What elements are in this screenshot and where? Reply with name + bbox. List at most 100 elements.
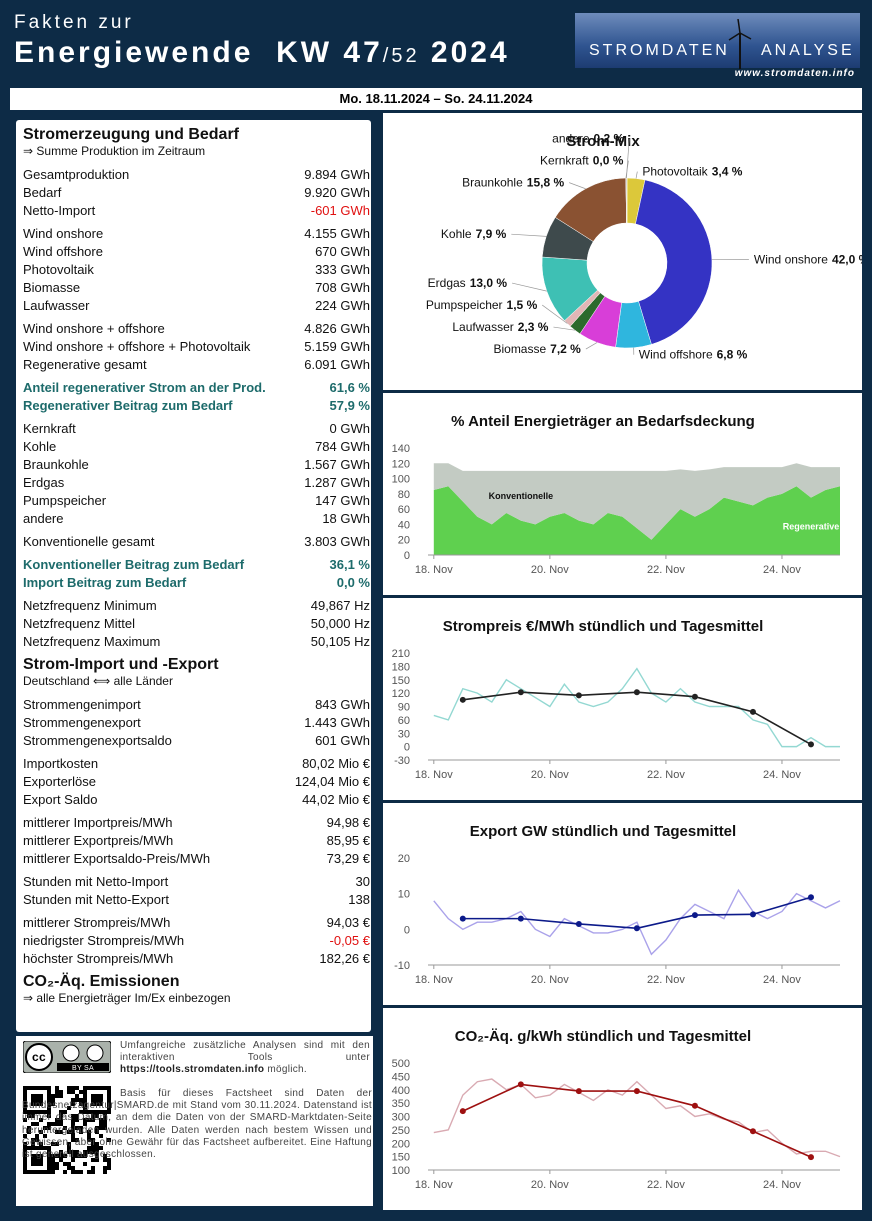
stat-value: 0,0 % <box>336 575 370 590</box>
y-tick-label: 100 <box>392 1165 410 1177</box>
qr-cell <box>75 1118 79 1122</box>
stat-value: 44,02 Mio € <box>302 792 370 807</box>
qr-cell <box>67 1146 71 1150</box>
leader-line <box>553 326 575 331</box>
leader-line <box>569 182 586 190</box>
mean-marker <box>575 1088 582 1095</box>
chart-price: Strompreis €/MWh stündlich und Tagesmitt… <box>383 598 862 800</box>
pie-label: Erdgas 13,0 % <box>428 276 508 290</box>
qr-cell <box>99 1118 103 1122</box>
qr-cell <box>51 1142 55 1146</box>
stat-row: Erdgas 1.287 GWh <box>23 474 370 492</box>
qr-cell <box>99 1134 103 1138</box>
footer-text2-body: Basis für dieses Factsheet sind Daten de… <box>22 1088 372 1161</box>
y-tick-label: 20 <box>398 535 410 547</box>
stat-value: 49,867 Hz <box>310 598 370 613</box>
qr-cell <box>71 1170 75 1174</box>
stat-row: Konventionelle gesamt 3.803 GWh <box>23 533 370 551</box>
footer-link[interactable]: https://tools.stromdaten.info <box>120 1064 265 1076</box>
qr-cell <box>103 1170 107 1174</box>
pie-label-value: 0,0 % <box>593 154 624 168</box>
qr-cell <box>91 1166 95 1170</box>
mean-marker <box>691 693 698 700</box>
mean-marker <box>459 696 466 703</box>
x-tick-label: 24. Nov <box>763 1179 801 1191</box>
stat-row: Import Beitrag zum Bedarf 0,0 % <box>23 574 370 592</box>
qr-cell <box>63 1154 67 1158</box>
qr-cell <box>67 1130 71 1134</box>
stat-label: Konventioneller Beitrag zum Bedarf <box>23 557 245 572</box>
stat-label: Biomasse <box>23 280 81 295</box>
y-tick-label: 60 <box>398 715 410 727</box>
qr-cell <box>71 1086 75 1090</box>
stat-value: 57,9 % <box>329 398 370 413</box>
stat-value: 9.894 GWh <box>304 167 370 182</box>
qr-cell <box>95 1130 99 1134</box>
pie-label: Kernkraft 0,0 % <box>540 154 624 168</box>
qr-cell <box>59 1118 63 1122</box>
pie-label-value: 3,4 % <box>712 165 743 179</box>
qr-cell <box>55 1118 59 1122</box>
qr-cell <box>83 1150 87 1154</box>
stat-row: Kernkraft 0 GWh <box>23 420 370 438</box>
qr-cell <box>31 1142 35 1146</box>
stat-label: mittlerer Strompreis/MWh <box>23 915 171 930</box>
qr-cell <box>87 1138 91 1142</box>
y-tick-label: 120 <box>392 458 410 470</box>
pie-label-value: 13,0 % <box>470 276 508 290</box>
mean-marker <box>749 1128 756 1135</box>
mean-marker <box>807 894 814 901</box>
mean-marker <box>633 925 640 932</box>
qr-finder-core <box>91 1094 103 1106</box>
x-tick-label: 18. Nov <box>415 974 453 986</box>
qr-cell <box>51 1094 55 1098</box>
qr-cell <box>103 1118 107 1122</box>
qr-cell <box>95 1114 99 1118</box>
stat-label: Bedarf <box>23 185 62 200</box>
stat-row: höchster Strompreis/MWh 182,26 € <box>23 950 370 968</box>
mean-marker <box>517 1081 524 1088</box>
stat-label: Importkosten <box>23 756 99 771</box>
qr-cell <box>27 1126 31 1130</box>
qr-code <box>23 1086 111 1174</box>
qr-cell <box>107 1166 111 1170</box>
y-tick-label: 100 <box>392 474 410 486</box>
stat-label: mittlerer Exportsaldo-Preis/MWh <box>23 851 211 866</box>
stat-value: 124,04 Mio € <box>294 774 370 789</box>
mean-marker <box>807 741 814 748</box>
stat-value: 0 GWh <box>329 421 370 436</box>
qr-cell <box>59 1130 63 1134</box>
section-subtitle: Deutschland ⟺ alle Länder <box>23 674 173 688</box>
stat-value: 224 GWh <box>315 298 370 313</box>
pie-label: Photovoltaik 3,4 % <box>642 165 742 179</box>
qr-cell <box>51 1158 55 1162</box>
qr-cell <box>83 1122 87 1126</box>
pie-label-name: Braunkohle <box>462 176 523 190</box>
qr-cell <box>95 1158 99 1162</box>
qr-cell <box>99 1126 103 1130</box>
stat-value: 182,26 € <box>319 951 370 966</box>
line <box>462 691 812 746</box>
stat-label: Regenerative gesamt <box>23 357 147 372</box>
qr-cell <box>63 1162 67 1166</box>
qr-cell <box>83 1162 87 1166</box>
pie-label-value: 42,0 % <box>832 252 862 266</box>
pie-label: Wind onshore 42,0 % <box>754 252 862 266</box>
stat-label: mittlerer Exportpreis/MWh <box>23 833 174 848</box>
pie-label-name: Kernkraft <box>540 154 589 168</box>
stat-row: mittlerer Exportpreis/MWh 85,95 € <box>23 832 370 850</box>
stat-label: Laufwasser <box>23 298 90 313</box>
pie-label-name: Biomasse <box>493 342 546 356</box>
x-tick-label: 20. Nov <box>531 769 569 781</box>
wind-turbine <box>728 19 752 69</box>
series-label: Konventionelle <box>489 491 554 501</box>
qr-cell <box>91 1114 95 1118</box>
mean-marker <box>575 692 582 699</box>
stat-group: Kernkraft 0 GWh Kohle 784 GWh Braunkohle 1.56… <box>23 420 370 528</box>
qr-cell <box>95 1142 99 1146</box>
qr-cell <box>31 1122 35 1126</box>
stat-value: 5.159 GWh <box>304 339 370 354</box>
qr-cell <box>67 1106 71 1110</box>
mean-marker <box>517 915 524 922</box>
y-tick-label: 10 <box>398 889 410 901</box>
